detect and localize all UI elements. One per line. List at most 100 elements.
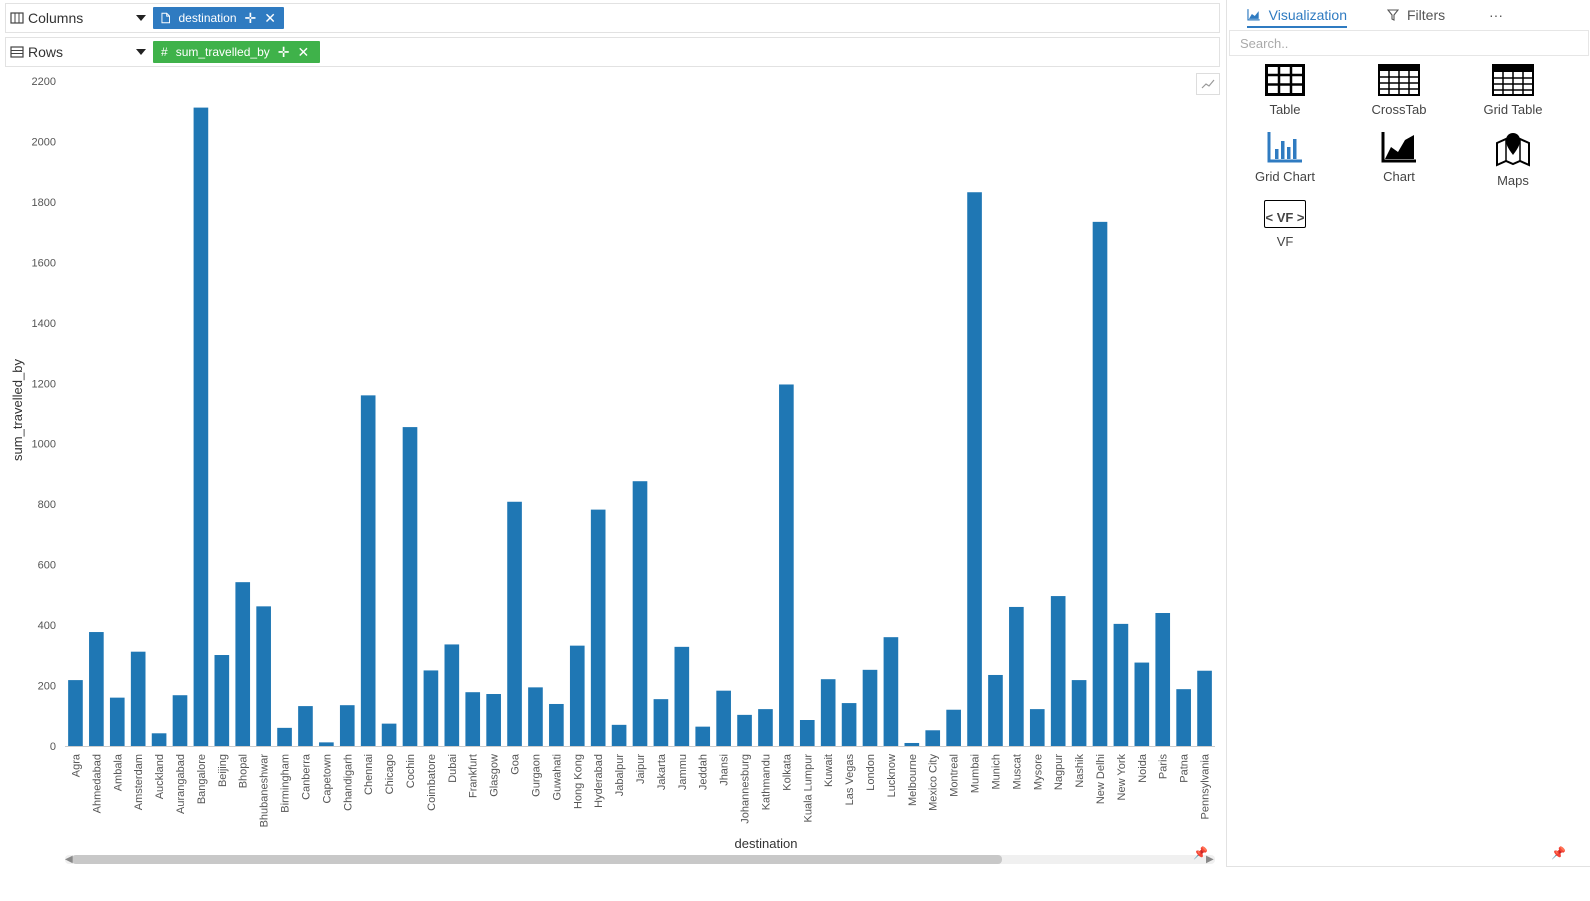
bar[interactable] xyxy=(444,644,460,746)
bar[interactable] xyxy=(235,582,251,746)
bar[interactable] xyxy=(946,709,961,746)
viz-chart[interactable]: Chart xyxy=(1349,131,1449,193)
bar[interactable] xyxy=(758,709,773,746)
x-tick-label: Nagpur xyxy=(1053,754,1065,790)
x-axis-label: destination xyxy=(735,836,798,851)
trend-line-icon xyxy=(1201,79,1215,89)
bar[interactable] xyxy=(611,724,627,746)
bar[interactable] xyxy=(988,674,1003,746)
x-tick-label: Jakarta xyxy=(656,753,668,790)
x-tick-label: Munich xyxy=(990,754,1002,789)
bar[interactable] xyxy=(507,501,522,746)
bar[interactable] xyxy=(1092,221,1108,747)
bar[interactable] xyxy=(716,690,731,746)
bar[interactable] xyxy=(674,646,690,746)
bar[interactable] xyxy=(1071,680,1087,746)
pin-icon[interactable]: 📌 xyxy=(1193,846,1208,860)
viz-maps[interactable]: Maps xyxy=(1463,131,1563,193)
bar[interactable] xyxy=(339,705,355,746)
more-options-button[interactable]: ··· xyxy=(1489,4,1503,26)
bar[interactable] xyxy=(590,509,606,746)
viz-crosstab[interactable]: CrossTab xyxy=(1349,64,1449,126)
columns-pill-destination[interactable]: destination ✛ ✕ xyxy=(153,7,284,29)
bar[interactable] xyxy=(653,699,669,746)
viz-crosstab-label: CrossTab xyxy=(1371,102,1427,117)
bar[interactable] xyxy=(381,723,397,746)
columns-shelf-dropdown[interactable]: Columns xyxy=(6,4,152,32)
bar[interactable] xyxy=(423,670,439,746)
pin-icon[interactable]: 📌 xyxy=(1551,846,1566,860)
bar[interactable] xyxy=(549,703,564,746)
bar[interactable] xyxy=(130,651,146,746)
bar[interactable] xyxy=(1050,596,1066,746)
x-tick-label: Chicago xyxy=(384,754,396,794)
y-axis-label: sum_travelled_by xyxy=(10,359,25,461)
bar[interactable] xyxy=(799,720,815,746)
close-icon[interactable]: ✕ xyxy=(297,44,310,60)
tab-filters[interactable]: Filters xyxy=(1387,4,1445,26)
rows-pill-sum-travelled-by[interactable]: # sum_travelled_by ✛ ✕ xyxy=(153,41,320,63)
bar[interactable] xyxy=(319,742,334,746)
move-icon[interactable]: ✛ xyxy=(244,10,257,26)
bar[interactable] xyxy=(528,687,543,746)
chart-type-button[interactable] xyxy=(1196,73,1220,95)
bar[interactable] xyxy=(632,481,648,746)
bar[interactable] xyxy=(256,606,271,746)
chevron-down-icon[interactable] xyxy=(136,49,146,55)
bar[interactable] xyxy=(737,714,752,746)
bar[interactable] xyxy=(569,645,585,746)
bar[interactable] xyxy=(925,730,941,746)
tab-visualization[interactable]: Visualization xyxy=(1247,4,1347,28)
bar[interactable] xyxy=(1029,709,1045,746)
viz-table[interactable]: Table xyxy=(1235,64,1335,126)
bar[interactable] xyxy=(883,637,899,746)
bar[interactable] xyxy=(277,727,292,746)
bar[interactable] xyxy=(465,692,481,746)
bar[interactable] xyxy=(1113,623,1129,746)
bar[interactable] xyxy=(967,192,982,746)
bar[interactable] xyxy=(68,680,83,746)
x-tick-label: Kolkata xyxy=(781,753,793,791)
scroll-left-icon[interactable]: ◀ xyxy=(65,854,73,865)
close-icon[interactable]: ✕ xyxy=(264,10,276,26)
bar[interactable] xyxy=(298,706,313,746)
bar[interactable] xyxy=(841,703,857,746)
horizontal-scrollbar-thumb[interactable] xyxy=(72,855,1002,864)
x-tick-label: Amsterdam xyxy=(133,754,145,810)
search-input[interactable] xyxy=(1229,30,1589,56)
map-pin-icon xyxy=(1496,133,1530,167)
chevron-down-icon[interactable] xyxy=(136,15,146,21)
bar[interactable] xyxy=(1176,689,1191,746)
bar[interactable] xyxy=(193,107,209,747)
viz-table-label: Table xyxy=(1269,102,1301,117)
viz-vf[interactable]: < VF > VF xyxy=(1235,200,1335,262)
move-icon[interactable]: ✛ xyxy=(277,44,290,60)
bar[interactable] xyxy=(1155,613,1171,746)
bar[interactable] xyxy=(214,655,230,746)
scroll-right-icon[interactable]: ▶ xyxy=(1206,854,1214,865)
bar[interactable] xyxy=(402,427,418,746)
viz-vf-label: VF xyxy=(1276,234,1294,249)
bar[interactable] xyxy=(904,742,920,746)
bar[interactable] xyxy=(151,733,167,746)
viz-grid-chart[interactable]: Grid Chart xyxy=(1235,131,1335,193)
bar[interactable] xyxy=(1197,670,1212,746)
bar[interactable] xyxy=(779,384,794,746)
columns-label: Columns xyxy=(28,10,84,26)
x-tick-label: Gurgaon xyxy=(530,754,542,797)
y-tick-label: 200 xyxy=(38,681,56,693)
rows-shelf-dropdown[interactable]: Rows xyxy=(6,38,152,66)
y-tick-label: 2000 xyxy=(32,136,56,148)
bar[interactable] xyxy=(1134,662,1150,746)
bar[interactable] xyxy=(172,695,188,746)
viz-grid-table[interactable]: Grid Table xyxy=(1463,64,1563,126)
x-tick-label: Dubai xyxy=(447,754,459,783)
bar[interactable] xyxy=(820,679,836,746)
bar[interactable] xyxy=(862,669,878,746)
bar[interactable] xyxy=(486,694,501,746)
bar[interactable] xyxy=(1009,606,1024,746)
bar[interactable] xyxy=(89,632,104,746)
bar[interactable] xyxy=(360,395,376,746)
bar[interactable] xyxy=(695,726,711,746)
bar[interactable] xyxy=(109,697,125,746)
